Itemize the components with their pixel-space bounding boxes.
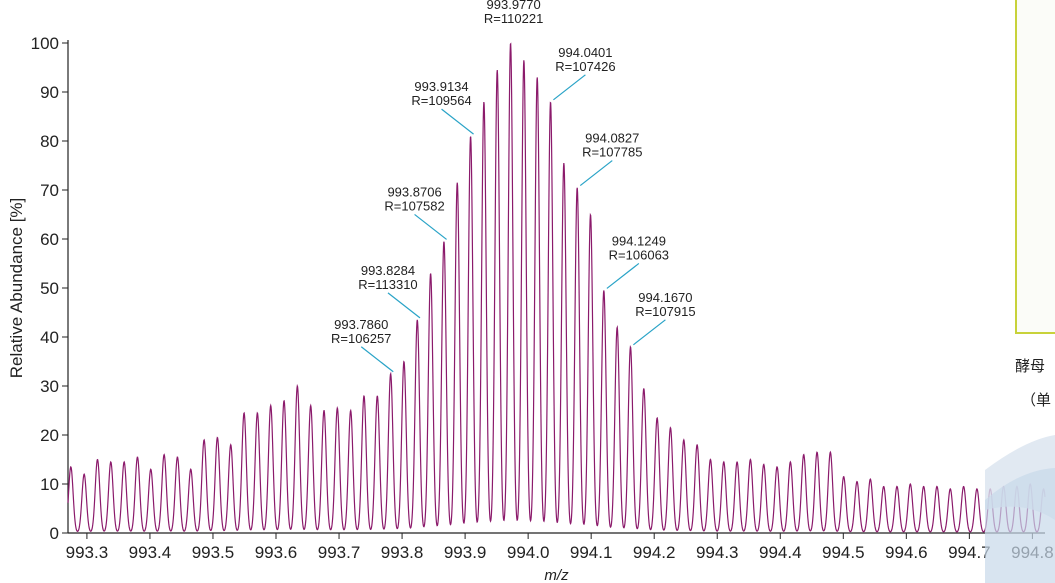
inset-frame (1015, 0, 1055, 334)
annotation-leader (633, 319, 666, 346)
annotation-mz: 994.0827 (585, 131, 639, 146)
x-tick-label: 994.5 (822, 543, 865, 562)
annotation-resolution: R=113310 (358, 277, 417, 292)
annotation-leader (553, 74, 586, 101)
y-tick-label: 100 (31, 34, 59, 53)
x-tick-label: 994.7 (948, 543, 991, 562)
x-tick-label: 993.9 (444, 543, 487, 562)
annotation-mz: 993.7860 (334, 317, 388, 332)
annotation-resolution: R=109564 (411, 93, 471, 108)
y-tick-label: 40 (40, 328, 59, 347)
annotation-resolution: R=110221 (484, 11, 543, 26)
annotation-leader (441, 108, 474, 135)
annotation-leader (579, 160, 613, 187)
y-tick-label: 60 (40, 230, 59, 249)
side-text-1: 酵母 (1015, 357, 1046, 375)
annotation-resolution: R=107582 (384, 198, 444, 213)
y-tick-label: 0 (50, 524, 59, 543)
x-tick-label: 993.3 (66, 543, 109, 562)
annotation-mz: 993.9134 (414, 79, 468, 94)
y-tick-label: 70 (40, 181, 59, 200)
x-tick-label: 994.4 (759, 543, 802, 562)
x-tick-label: 994.3 (696, 543, 739, 562)
annotation-resolution: R=107915 (635, 304, 695, 319)
annotation-mz: 993.8706 (387, 184, 441, 199)
y-tick-label: 10 (40, 475, 59, 494)
x-tick-label: 993.7 (318, 543, 361, 562)
annotation-resolution: R=107426 (555, 59, 615, 74)
y-tick-label: 90 (40, 83, 59, 102)
annotation-leader (606, 262, 640, 289)
decorative-swoosh (985, 435, 1055, 583)
x-tick-label: 994.1 (570, 543, 613, 562)
annotation-resolution: R=106063 (609, 247, 669, 262)
x-tick-label: 994.0 (507, 543, 550, 562)
annotation-mz: 994.1249 (612, 233, 666, 248)
x-tick-label: 993.5 (192, 543, 235, 562)
annotation-resolution: R=107785 (582, 145, 642, 160)
side-text-2: （单 (1021, 391, 1052, 409)
y-tick-label: 30 (40, 377, 59, 396)
x-axis-label: m/z (544, 567, 569, 583)
y-axis-label: Relative Abundance [%] (7, 198, 26, 379)
spectrum-trace (67, 42, 1046, 533)
annotation-leader (414, 213, 447, 240)
y-tick-label: 20 (40, 426, 59, 445)
x-tick-label: 993.8 (381, 543, 424, 562)
background-panel: 酵母 （单 (985, 0, 1055, 583)
annotation-resolution: R=106257 (331, 331, 391, 346)
x-tick-label: 993.6 (255, 543, 298, 562)
annotation-leader (360, 346, 394, 373)
annotation-mz: 994.1670 (638, 290, 692, 305)
y-tick-label: 80 (40, 132, 59, 151)
annotation-mz: 993.8284 (361, 263, 415, 278)
x-tick-label: 993.4 (129, 543, 172, 562)
axes: 0 10 20 30 40 50 60 70 80 90 100 993.3 993.4 993.5 993… (31, 34, 1054, 562)
x-tick-label: 994.2 (633, 543, 676, 562)
annotation-mz: 993.9770 (487, 0, 541, 12)
y-tick-label: 50 (40, 279, 59, 298)
annotation-mz: 994.0401 (558, 45, 612, 60)
annotation-leader (387, 292, 421, 319)
x-tick-label: 994.6 (885, 543, 928, 562)
